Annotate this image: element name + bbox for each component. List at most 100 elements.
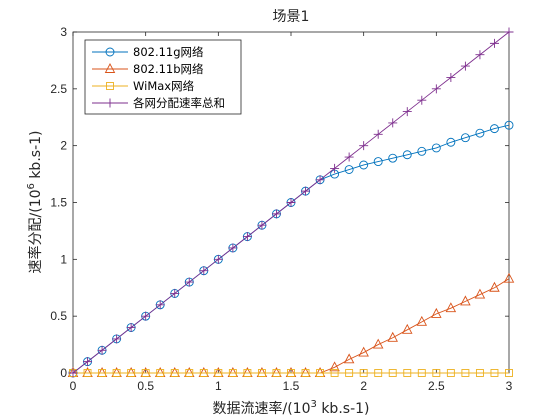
data-point — [83, 369, 92, 377]
y-tick-label: 2 — [60, 139, 67, 153]
legend-marker — [106, 82, 114, 90]
data-point — [402, 150, 412, 160]
data-point — [374, 369, 383, 377]
data-point — [214, 369, 223, 377]
legend-marker — [105, 98, 115, 108]
data-point — [402, 323, 413, 334]
y-tick-label: 0.5 — [50, 309, 67, 323]
data-point — [403, 369, 412, 377]
x-tick-label: 1.5 — [283, 379, 300, 393]
legend-item: 各网分配速率总和 — [92, 96, 225, 110]
data-point — [170, 369, 179, 377]
legend-label: WiMax网络 — [133, 79, 195, 93]
data-point — [489, 281, 500, 292]
x-axis-label-sup: 3 — [311, 399, 317, 410]
data-point — [228, 369, 237, 377]
x-tick-label: 3 — [506, 379, 513, 393]
x-tick-label: 0 — [70, 379, 77, 393]
data-point — [242, 232, 252, 242]
y-tick-label: 0 — [60, 366, 67, 380]
data-point — [417, 146, 427, 156]
data-point — [417, 95, 427, 105]
data-point — [489, 38, 499, 48]
data-point — [402, 107, 412, 117]
data-point — [431, 143, 441, 153]
data-point — [98, 369, 107, 377]
data-point — [388, 153, 398, 163]
data-point — [170, 288, 180, 298]
data-point — [243, 369, 252, 377]
data-point — [185, 369, 194, 377]
y-axis-label-sup: 6 — [26, 183, 37, 189]
data-point — [156, 369, 165, 377]
data-point — [141, 311, 151, 321]
axis-ticks: 0 0.5 1 1.5 2 2.5 3 0 0.5 1 1.5 2 2.5 3 — [50, 25, 512, 393]
data-point — [228, 243, 238, 253]
legend-label: 802.11b网络 — [133, 62, 204, 76]
data-point — [446, 137, 456, 147]
data-point — [503, 272, 515, 283]
data-point — [359, 160, 369, 170]
data-point — [257, 369, 266, 377]
data-point — [184, 277, 194, 287]
data-point — [112, 334, 122, 344]
x-axis-label: 数据流速率/(103 kb.s-1) — [213, 399, 370, 417]
data-point — [330, 163, 340, 173]
data-point — [287, 369, 295, 377]
data-point — [358, 346, 369, 357]
series-layer — [67, 27, 515, 378]
data-point — [460, 295, 471, 306]
x-axis-label-prefix: 数据流速率/(10 — [213, 400, 311, 417]
data-point — [199, 369, 208, 377]
data-point — [388, 118, 398, 128]
series-plus — [68, 27, 514, 378]
plot-area: 0 0.5 1 1.5 2 2.5 3 0 0.5 1 1.5 2 2.5 3 — [50, 25, 515, 393]
data-point — [474, 288, 486, 299]
y-axis-label: 速率分配/(106 kb.s-1) — [26, 131, 44, 274]
data-point — [432, 369, 441, 377]
data-point — [460, 61, 470, 71]
data-point — [490, 124, 499, 134]
data-point — [344, 165, 354, 174]
y-tick-label: 1 — [60, 252, 67, 266]
data-point — [126, 323, 136, 333]
data-point — [127, 369, 136, 377]
x-tick-label: 2 — [360, 379, 367, 393]
data-point — [271, 209, 281, 219]
data-point — [372, 338, 384, 349]
data-point — [373, 129, 383, 139]
legend-label: 802.11g网络 — [133, 45, 204, 59]
data-point — [344, 152, 354, 162]
data-point — [301, 369, 310, 377]
legend-label: 各网分配速率总和 — [133, 96, 225, 110]
data-point — [505, 369, 513, 377]
legend-marker — [105, 47, 115, 57]
data-point — [83, 357, 93, 367]
y-axis-label-suffix: kb.s-1) — [28, 131, 44, 184]
data-point — [460, 133, 470, 143]
data-point — [345, 369, 354, 377]
x-tick-label: 0.5 — [137, 379, 154, 393]
data-point — [431, 307, 442, 318]
data-point — [199, 266, 209, 276]
y-axis-label-prefix: 速率分配/(10 — [27, 189, 44, 273]
y-tick-label: 3 — [60, 25, 67, 39]
data-point — [475, 50, 485, 60]
data-point — [387, 331, 398, 342]
data-point — [316, 369, 325, 377]
data-point — [431, 84, 441, 94]
data-point — [504, 27, 514, 37]
data-point — [445, 302, 457, 313]
data-point — [257, 220, 267, 230]
x-tick-label: 1 — [215, 379, 222, 393]
data-point — [446, 369, 455, 377]
data-point — [155, 300, 165, 310]
data-point — [272, 369, 281, 377]
chart-title: 场景1 — [273, 9, 310, 25]
data-point — [417, 369, 426, 377]
data-point — [330, 369, 339, 377]
data-point — [475, 128, 485, 138]
data-point — [490, 369, 499, 377]
data-point — [97, 345, 107, 355]
